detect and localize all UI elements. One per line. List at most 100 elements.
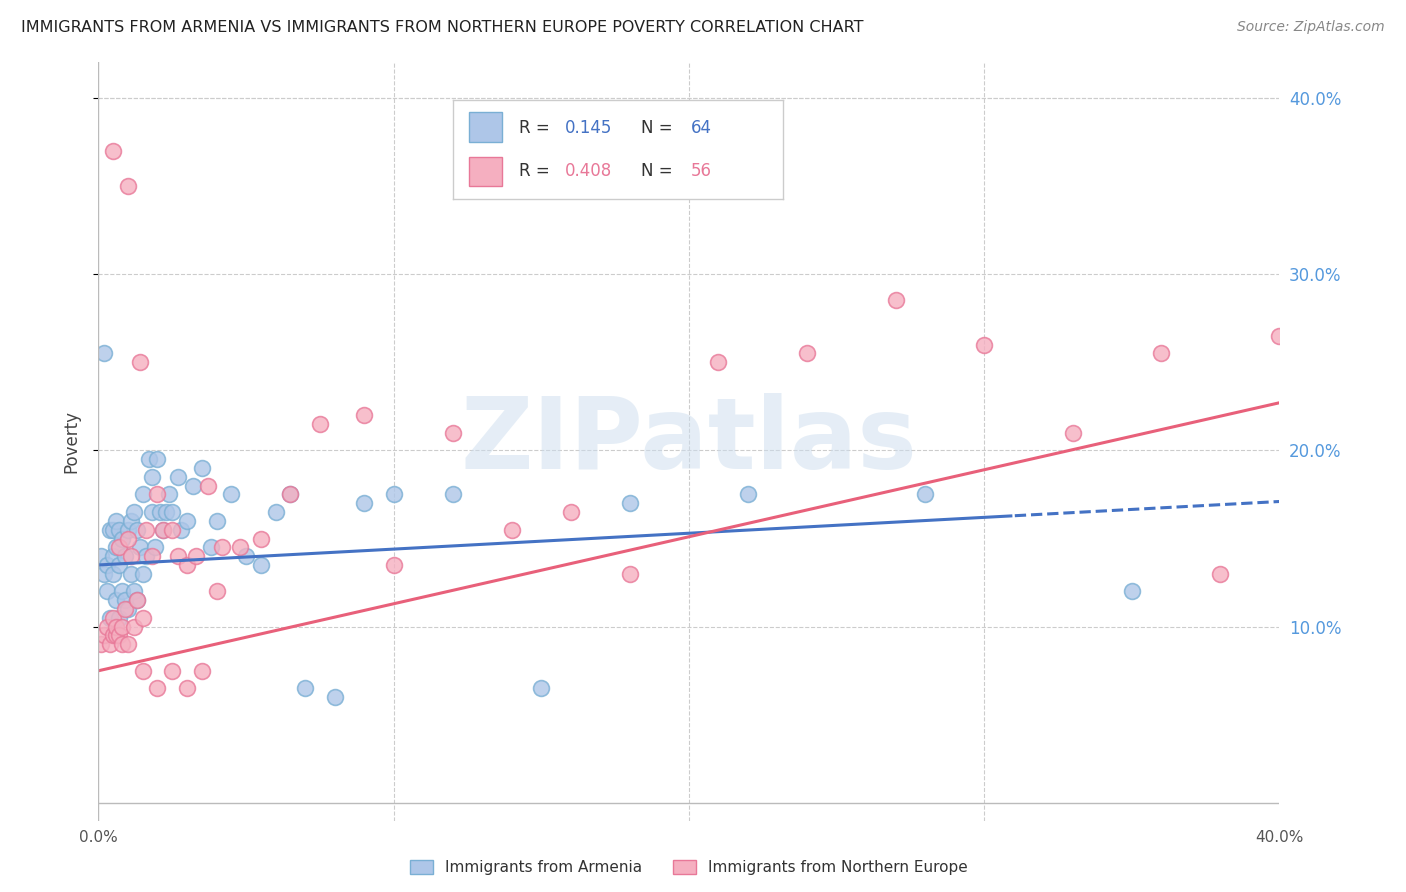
Point	[382, 558, 405, 572]
Point	[1209, 566, 1232, 581]
Point	[176, 558, 198, 572]
Point	[103, 144, 125, 158]
Point	[441, 425, 464, 440]
Point	[294, 681, 316, 696]
Point	[162, 664, 183, 678]
Point	[914, 487, 936, 501]
Text: ZIPatlas: ZIPatlas	[461, 393, 917, 490]
Point	[120, 514, 142, 528]
Point	[197, 478, 219, 492]
Point	[181, 478, 204, 492]
Point	[211, 541, 233, 555]
Point	[132, 566, 155, 581]
Point	[155, 505, 177, 519]
Point	[1150, 346, 1173, 360]
Point	[122, 620, 145, 634]
Point	[973, 337, 995, 351]
Point	[162, 505, 183, 519]
Point	[103, 523, 125, 537]
Point	[122, 584, 145, 599]
Point	[108, 541, 131, 555]
Point	[105, 514, 128, 528]
Point	[103, 628, 125, 642]
Point	[162, 523, 183, 537]
Text: Source: ZipAtlas.com: Source: ZipAtlas.com	[1237, 20, 1385, 34]
Point	[93, 346, 115, 360]
Point	[737, 487, 759, 501]
Point	[441, 487, 464, 501]
Y-axis label: Poverty: Poverty	[62, 410, 80, 473]
Point	[157, 487, 180, 501]
Point	[108, 628, 131, 642]
Point	[353, 496, 375, 510]
Point	[128, 541, 150, 555]
Point	[707, 355, 730, 369]
Point	[250, 558, 273, 572]
Point	[117, 602, 139, 616]
Point	[353, 408, 375, 422]
Point	[117, 637, 139, 651]
Point	[382, 487, 405, 501]
Point	[149, 505, 172, 519]
Point	[184, 549, 207, 563]
Point	[111, 532, 134, 546]
Point	[105, 628, 128, 642]
Point	[103, 611, 125, 625]
Point	[96, 620, 118, 634]
Point	[235, 549, 257, 563]
Point	[200, 541, 222, 555]
Point	[152, 523, 174, 537]
Point	[120, 566, 142, 581]
Point	[90, 637, 112, 651]
Point	[191, 461, 214, 475]
Point	[619, 496, 641, 510]
Point	[152, 523, 174, 537]
Point	[138, 452, 160, 467]
Point	[125, 523, 148, 537]
Point	[280, 487, 302, 501]
Point	[132, 664, 155, 678]
Point	[122, 505, 145, 519]
Legend: Immigrants from Armenia, Immigrants from Northern Europe: Immigrants from Armenia, Immigrants from…	[404, 854, 974, 881]
Point	[111, 584, 134, 599]
Point	[884, 293, 907, 308]
Point	[141, 549, 163, 563]
Point	[114, 593, 136, 607]
Point	[93, 628, 115, 642]
Point	[98, 637, 121, 651]
Point	[128, 355, 150, 369]
Point	[167, 549, 190, 563]
Point	[264, 505, 287, 519]
Point	[323, 690, 346, 705]
Point	[205, 514, 228, 528]
Point	[501, 523, 523, 537]
Point	[125, 593, 148, 607]
Point	[221, 487, 243, 501]
Point	[176, 681, 198, 696]
Point	[280, 487, 302, 501]
Point	[117, 523, 139, 537]
Point	[191, 664, 214, 678]
Point	[560, 505, 582, 519]
Point	[108, 523, 131, 537]
Point	[167, 470, 190, 484]
Point	[135, 523, 157, 537]
Text: IMMIGRANTS FROM ARMENIA VS IMMIGRANTS FROM NORTHERN EUROPE POVERTY CORRELATION C: IMMIGRANTS FROM ARMENIA VS IMMIGRANTS FR…	[21, 20, 863, 35]
Point	[141, 470, 163, 484]
Point	[111, 620, 134, 634]
Point	[1268, 328, 1291, 343]
Point	[143, 541, 166, 555]
Point	[114, 549, 136, 563]
Point	[229, 541, 252, 555]
Point	[103, 566, 125, 581]
Point	[176, 514, 198, 528]
Point	[205, 584, 228, 599]
Point	[98, 611, 121, 625]
Point	[146, 452, 169, 467]
Point	[105, 593, 128, 607]
Point	[146, 681, 169, 696]
Point	[125, 593, 148, 607]
Point	[90, 549, 112, 563]
Point	[1062, 425, 1084, 440]
Point	[170, 523, 193, 537]
